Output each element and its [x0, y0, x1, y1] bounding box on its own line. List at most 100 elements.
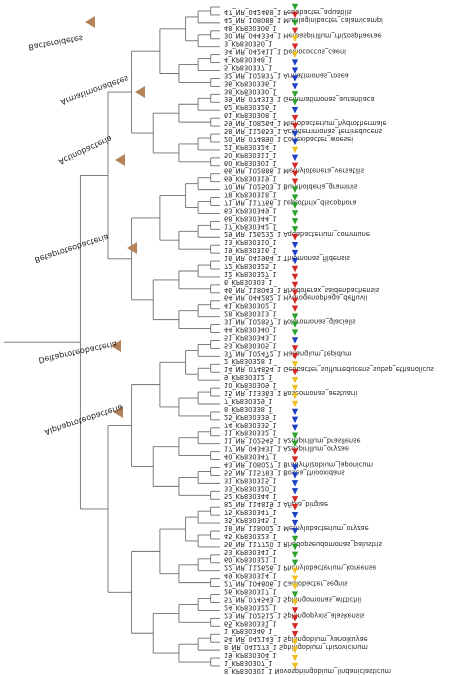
leaf-marker-red-triangle [291, 273, 299, 281]
leaf-label: 4_KP830348_1 [224, 56, 272, 64]
leaf-label: 9_KP830312_1 [224, 373, 272, 381]
leaf-label: 46_NR_118043_1 Rhodoferax_saidenbachensi… [224, 286, 380, 294]
leaf-marker-red-triangle [291, 170, 299, 177]
leaf-marker-yellow-triangle [291, 654, 299, 662]
leaf-label: 19_KP830304_1 [224, 651, 277, 659]
leaf-marker-green-triangle [291, 210, 299, 217]
leaf-marker-blue-triangle [291, 472, 299, 479]
leaf-marker-yellow-triangle [291, 392, 299, 400]
clade-label: Alphaproteobacteria [43, 403, 124, 437]
collapsed-clade-wedge [85, 16, 95, 28]
leaf-label: 2_KP830328_1 [224, 357, 272, 365]
leaf-label: 17_NR_043431_1 Azospirillum_oryzae [224, 445, 349, 453]
leaf-label: 41_KP830302_1 [224, 302, 277, 310]
leaf-label: 47_NR_042468_1 Pedobacter_aquatilis [224, 8, 352, 16]
leaf-marker-red-triangle [291, 345, 299, 352]
leaf-marker-red-triangle [291, 162, 299, 169]
leaf-marker-blue-triangle [291, 154, 299, 162]
leaf-marker-red-triangle [291, 43, 299, 50]
leaf-label: 37_NR_102472_1 Haliangium_tepidum [224, 349, 352, 357]
leaf-marker-green-triangle [291, 329, 299, 336]
leaf-label: 69_KP830319_1 [224, 175, 277, 183]
leaf-marker-red-triangle [291, 496, 299, 503]
leaf-label: 42_NR_108088_1 Mucilaginibacter_calamica… [224, 16, 383, 24]
leaf-marker-yellow-triangle [291, 35, 299, 42]
leaf-marker-blue-triangle [291, 424, 299, 432]
leaf-marker-green-triangle [291, 19, 299, 27]
leaf-label: 45_KP830323_1 [224, 532, 277, 540]
leaf-label: 59_NR_108264_1 Microbacterium_hydrotherm… [224, 119, 387, 127]
leaf-label: 74_KP830335_1 [224, 421, 277, 429]
leaf-label: 72_KP830325_1 [224, 262, 277, 270]
leaf-marker-green-triangle [291, 321, 299, 328]
leaf-marker-red-triangle [291, 265, 299, 273]
clade-label: Betaproteobacteria [33, 232, 109, 264]
leaf-label: 40_KP830347_1 [224, 453, 277, 461]
clade-markers: Bacteroidetes Armatimonadetes Actinobacter… [28, 16, 145, 437]
collapsed-clade-wedge [135, 86, 145, 98]
leaf-marker-blue-triangle [291, 416, 299, 424]
leaf-label: 7_KP830329_1 [224, 397, 272, 405]
leaf-marker-yellow-triangle [291, 638, 299, 646]
collapsed-clade-wedge [115, 154, 125, 166]
leaf-marker-red-triangle [291, 281, 299, 289]
leaf-marker-yellow-triangle [291, 384, 299, 392]
leaf-label: 44_KP830340_1 [224, 325, 277, 333]
leaf-marker-blue-triangle [291, 257, 299, 265]
leaf-label: 35_KP830345_1 [224, 516, 277, 524]
leaf-marker-blue-triangle [291, 519, 299, 527]
leaf-label: 51_KP830343_1 [224, 333, 277, 341]
leaf-label: 65_KP830331_1 [224, 619, 277, 627]
leaf-label: 1_KP830346_1 [224, 627, 272, 635]
leaf-label: 8_KP830338_1 [224, 405, 272, 413]
leaf-marker-green-triangle [291, 202, 299, 209]
leaf-label: 43_NR_108027_1 Bradyrhizobium_japonicum [224, 460, 373, 468]
leaf-label: 5_KP830337_1 [224, 63, 272, 71]
leaf-marker-green-triangle [291, 543, 299, 551]
leaf-label: 63_KP830349_1 [224, 206, 277, 214]
leaf-label: 71_NR_117766_1 Leptothrix_discophora [224, 198, 356, 206]
leaf-label: 28_KP830313_1 [224, 310, 277, 318]
collapsed-clade-wedge [113, 406, 123, 418]
leaf-marker-yellow-triangle [291, 583, 299, 590]
leaf-label: 61_KP830308_1 [224, 111, 277, 119]
clade-label: Actinobacteria [57, 134, 113, 167]
leaf-marker-yellow-triangle [291, 361, 299, 368]
leaf-marker-green-triangle [291, 432, 299, 439]
leaf-label: 68_KP830344_1 [224, 214, 277, 222]
leaf-marker-red-triangle [291, 178, 299, 185]
leaf-label: 75_KP830347_1 [224, 508, 277, 516]
leaf-label: 33_KP830320_1 [224, 484, 277, 492]
leaf-marker-green-triangle [291, 559, 299, 566]
leaf-label: 49_KP830314_1 [224, 572, 277, 580]
tree-leaves: 47_NR_042468_1 Pedobacter_aquatilis42_NR… [224, 3, 434, 675]
leaf-marker-yellow-triangle [291, 51, 299, 58]
leaf-label: 30_NR_044334_1 Herbaspirillum_rhizosphae… [224, 32, 382, 40]
leaf-marker-red-triangle [291, 607, 299, 614]
leaf-marker-blue-triangle [291, 464, 299, 471]
leaf-marker-red-triangle [291, 615, 299, 622]
leaf-marker-blue-triangle [291, 130, 299, 138]
leaf-label: 50_KP830311_1 [224, 151, 277, 159]
leaf-marker-green-triangle [291, 91, 299, 98]
leaf-label: 62_KP830326_1 [224, 103, 277, 111]
leaf-marker-green-triangle [291, 551, 299, 559]
clade-label: Armatimonadetes [59, 74, 129, 107]
leaf-label: 6_KP830303_1 [224, 278, 272, 286]
leaf-label: 8_KP830301_1 Novosphingobium_lindaniclas… [224, 667, 391, 675]
leaf-label: 10_KP830309_1 [224, 381, 277, 389]
leaf-marker-blue-triangle [291, 107, 299, 114]
leaf-marker-red-triangle [291, 114, 299, 122]
leaf-marker-red-triangle [291, 234, 299, 241]
leaf-marker-blue-triangle [291, 408, 299, 416]
collapsed-clade-wedge [127, 242, 137, 254]
leaf-marker-blue-triangle [291, 511, 299, 519]
leaf-label: 70_NR_102503_1 Burkholderia_graminis [224, 183, 358, 191]
leaf-marker-blue-triangle [291, 337, 299, 344]
leaf-marker-blue-triangle [291, 241, 299, 249]
leaf-marker-red-triangle [291, 297, 299, 304]
leaf-marker-yellow-triangle [291, 400, 299, 408]
leaf-marker-yellow-triangle [291, 567, 299, 574]
leaf-label: 11_KP830332_1 [224, 429, 277, 437]
